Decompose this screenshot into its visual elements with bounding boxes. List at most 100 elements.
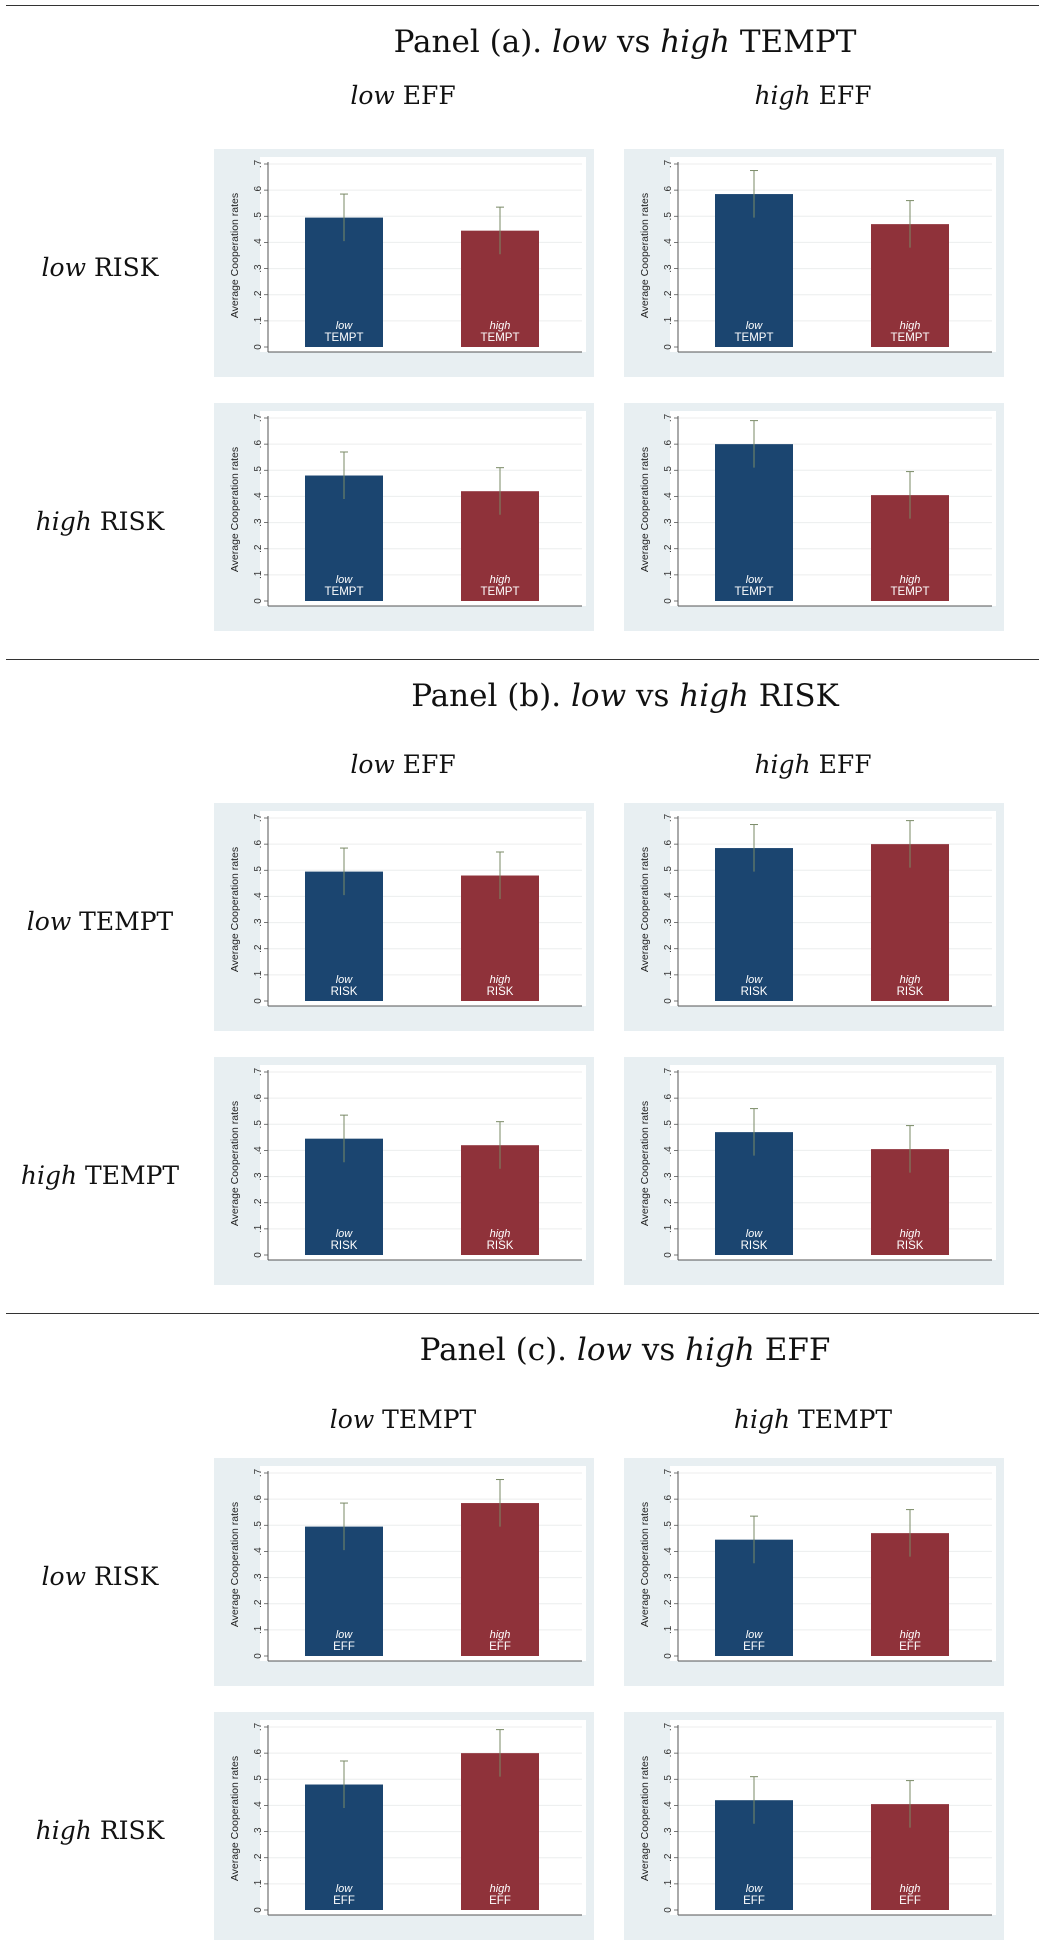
y-tick-label: .1 xyxy=(253,570,264,579)
y-tick-label: .7 xyxy=(253,813,264,822)
bar-category-bottom-label: TEMPT xyxy=(325,586,364,598)
bar-chart-svg: 0 .1 .2 .3 .4 .5 .6 .7 Average Cooperation rates… xyxy=(229,1720,586,1916)
panel-a-column-heading-right: high EFF xyxy=(754,81,872,110)
chart-c-high-tempt-low-risk: 0 .1 .2 .3 .4 .5 .6 .7 Average Cooperation rates… xyxy=(624,1458,1004,1686)
panel-b-row-heading-top: low TEMPT xyxy=(26,907,174,936)
y-tick-label: .6 xyxy=(253,840,264,849)
chart-a-low-eff-high-risk: 0 .1 .2 .3 .4 .5 .6 .7 Average Cooperation rates… xyxy=(214,403,594,631)
bar-category-bottom-label: TEMPT xyxy=(735,332,774,344)
bar-category-bottom-label: TEMPT xyxy=(891,332,930,344)
y-tick-label: 0 xyxy=(663,1252,674,1258)
bar-category-top-label: high xyxy=(900,1228,921,1240)
y-tick-label: .7 xyxy=(663,1468,674,1477)
bar-high xyxy=(461,1503,539,1656)
bar-category-bottom-label: EFF xyxy=(743,1895,765,1907)
panel-c-column-heading-left: low TEMPT xyxy=(329,1405,477,1434)
bar-category-top-label: low xyxy=(746,320,764,332)
bar-category-top-label: low xyxy=(336,574,354,586)
panel-c-row-heading-top: low RISK xyxy=(41,1562,159,1591)
bar-category-top-label: low xyxy=(336,320,354,332)
panel-c-rule xyxy=(6,1313,1039,1314)
chart-b-high-eff-high-tempt: 0 .1 .2 .3 .4 .5 .6 .7 Average Cooperation rates… xyxy=(624,1057,1004,1285)
bar-category-top-label: low xyxy=(336,1883,354,1895)
bar-chart-svg: 0 .1 .2 .3 .4 .5 .6 .7 Average Cooperation rates… xyxy=(229,157,586,353)
chart-c-high-tempt-high-risk: 0 .1 .2 .3 .4 .5 .6 .7 Average Cooperation rates… xyxy=(624,1712,1004,1940)
y-tick-label: 0 xyxy=(253,598,264,604)
y-tick-label: .2 xyxy=(253,1853,264,1862)
y-tick-label: .1 xyxy=(253,1625,264,1634)
y-tick-label: .5 xyxy=(253,212,264,221)
y-tick-label: .6 xyxy=(253,1749,264,1758)
bar-category-top-label: high xyxy=(900,320,921,332)
bar-chart-svg: 0 .1 .2 .3 .4 .5 .6 .7 Average Cooperation rates… xyxy=(229,811,586,1007)
chart-b-high-eff-low-tempt: 0 .1 .2 .3 .4 .5 .6 .7 Average Cooperation rates… xyxy=(624,803,1004,1031)
bar-category-top-label: high xyxy=(900,1883,921,1895)
bar-category-top-label: low xyxy=(336,1629,354,1641)
bar-category-top-label: low xyxy=(746,974,764,986)
y-tick-label: 0 xyxy=(663,344,674,350)
bar-chart-svg: 0 .1 .2 .3 .4 .5 .6 .7 Average Cooperation rates… xyxy=(639,1466,996,1662)
bar-category-bottom-label: RISK xyxy=(741,986,768,998)
y-tick-label: .7 xyxy=(663,413,674,422)
y-tick-label: .1 xyxy=(663,1625,674,1634)
bar-category-bottom-label: RISK xyxy=(897,1240,924,1252)
y-tick-label: .6 xyxy=(253,440,264,449)
y-tick-label: .7 xyxy=(253,1722,264,1731)
chart-b-low-eff-low-tempt: 0 .1 .2 .3 .4 .5 .6 .7 Average Cooperation rates… xyxy=(214,803,594,1031)
chart-b-low-eff-high-tempt: 0 .1 .2 .3 .4 .5 .6 .7 Average Cooperation rates… xyxy=(214,1057,594,1285)
y-tick-label: .1 xyxy=(663,570,674,579)
y-tick-label: .6 xyxy=(663,1749,674,1758)
bar-category-bottom-label: EFF xyxy=(743,1641,765,1653)
bar-category-bottom-label: RISK xyxy=(487,986,514,998)
y-tick-label: .1 xyxy=(253,1224,264,1233)
y-tick-label: .5 xyxy=(253,866,264,875)
bar-category-top-label: high xyxy=(490,974,511,986)
y-axis-label: Average Cooperation rates xyxy=(229,447,241,572)
bar-category-bottom-label: TEMPT xyxy=(735,586,774,598)
bar-low xyxy=(715,848,793,1001)
bar-category-bottom-label: RISK xyxy=(487,1240,514,1252)
bar-category-top-label: high xyxy=(490,1629,511,1641)
y-tick-label: .7 xyxy=(663,813,674,822)
y-tick-label: .6 xyxy=(253,186,264,195)
y-tick-label: .3 xyxy=(663,1827,674,1836)
y-tick-label: .2 xyxy=(663,290,674,299)
y-tick-label: .1 xyxy=(253,1879,264,1888)
chart-c-low-tempt-high-risk: 0 .1 .2 .3 .4 .5 .6 .7 Average Cooperation rates… xyxy=(214,1712,594,1940)
y-tick-label: .5 xyxy=(253,466,264,475)
y-tick-label: .5 xyxy=(663,1120,674,1129)
y-tick-label: .7 xyxy=(253,159,264,168)
panel-a-title: Panel (a). low vs high TEMPT xyxy=(393,24,857,60)
y-tick-label: .1 xyxy=(253,316,264,325)
bar-category-bottom-label: TEMPT xyxy=(481,332,520,344)
bar-category-bottom-label: EFF xyxy=(899,1895,921,1907)
panel-b-column-heading-right: high EFF xyxy=(754,750,872,779)
bar-category-top-label: low xyxy=(746,574,764,586)
y-axis-label: Average Cooperation rates xyxy=(639,847,651,972)
y-tick-label: .1 xyxy=(663,1224,674,1233)
y-tick-label: .4 xyxy=(663,1547,674,1556)
y-tick-label: .7 xyxy=(253,1468,264,1477)
y-tick-label: .7 xyxy=(253,1067,264,1076)
y-tick-label: .2 xyxy=(253,1599,264,1608)
y-tick-label: .6 xyxy=(253,1495,264,1504)
bar-category-top-label: low xyxy=(746,1629,764,1641)
chart-a-high-eff-low-risk: 0 .1 .2 .3 .4 .5 .6 .7 Average Cooperation rates… xyxy=(624,149,1004,377)
y-tick-label: .3 xyxy=(663,518,674,527)
y-tick-label: .3 xyxy=(253,1827,264,1836)
y-tick-label: .5 xyxy=(663,1775,674,1784)
bar-category-top-label: low xyxy=(746,1883,764,1895)
chart-c-low-tempt-low-risk: 0 .1 .2 .3 .4 .5 .6 .7 Average Cooperation rates… xyxy=(214,1458,594,1686)
y-axis-label: Average Cooperation rates xyxy=(639,1756,651,1881)
panel-b-column-heading-left: low EFF xyxy=(350,750,456,779)
bar-high xyxy=(461,1753,539,1910)
y-axis-label: Average Cooperation rates xyxy=(639,193,651,318)
bar-category-bottom-label: EFF xyxy=(333,1641,355,1653)
y-tick-label: 0 xyxy=(663,1907,674,1913)
bar-low xyxy=(715,194,793,347)
y-tick-label: .6 xyxy=(663,1495,674,1504)
y-tick-label: .3 xyxy=(253,264,264,273)
panel-b-title: Panel (b). low vs high RISK xyxy=(411,678,839,714)
y-tick-label: .3 xyxy=(663,1172,674,1181)
y-tick-label: 0 xyxy=(663,598,674,604)
